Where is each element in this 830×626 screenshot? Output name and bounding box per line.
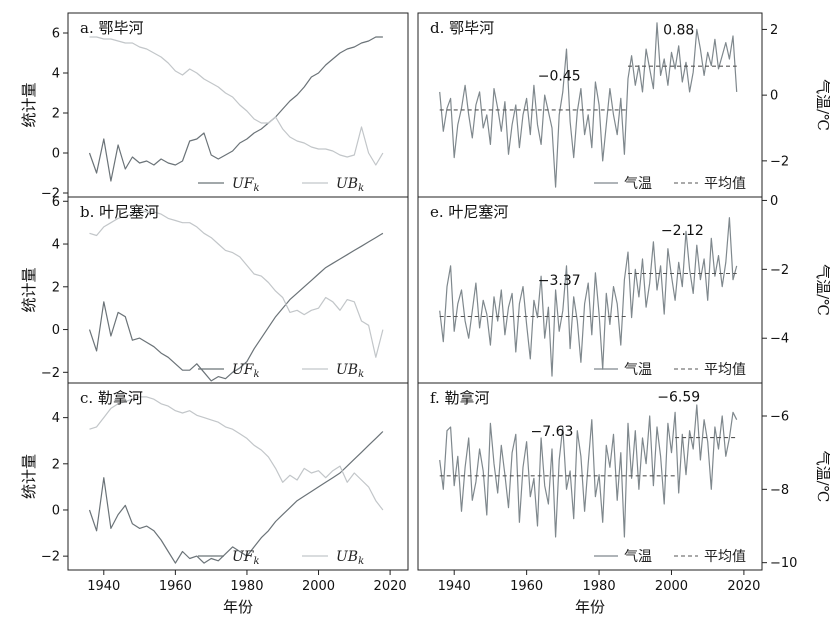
- y-tick-label: 4: [52, 67, 60, 82]
- panel-title: f. 勒拿河: [430, 389, 490, 407]
- panel-frame: [67, 12, 409, 198]
- x-tick-label: 1960: [510, 579, 543, 594]
- y-axis-label: 气温/℃: [814, 79, 830, 131]
- legend-label: 平均值: [704, 549, 746, 565]
- y-tick-label: −2: [41, 187, 60, 202]
- legend-label: 平均值: [704, 176, 746, 192]
- panel-4: −2 0 2 气温/℃ d. 鄂毕河 −0.45 0.88 气温 平均值: [417, 12, 830, 198]
- legend-label: 平均值: [704, 362, 746, 378]
- panel-frame: [417, 12, 763, 198]
- x-tick-label: 2020: [374, 579, 407, 594]
- legend-label: 气温: [624, 362, 652, 378]
- y-axis-label: 统计量: [20, 454, 38, 499]
- y-axis-label: 气温/℃: [814, 264, 830, 316]
- y-tick-label: −6: [770, 410, 789, 425]
- legend-label: UFk: [232, 549, 260, 567]
- series-line-ub: [89, 209, 384, 358]
- y-tick-label: 2: [52, 107, 60, 122]
- panel-title: b. 叶尼塞河: [80, 203, 159, 221]
- y-tick-label: 2: [770, 23, 778, 38]
- mean-annotation: −0.45: [538, 68, 581, 84]
- y-tick-label: 4: [52, 238, 60, 253]
- legend-label: 气温: [624, 549, 652, 565]
- y-tick-label: −2: [41, 550, 60, 565]
- x-tick-label: 2020: [727, 579, 760, 594]
- y-axis-label: 统计量: [20, 267, 38, 312]
- series-line-uf: [439, 22, 738, 188]
- panel-frame: [67, 382, 409, 571]
- x-tick-label: 1980: [583, 579, 616, 594]
- mean-annotation: 0.88: [663, 22, 694, 38]
- legend-label: 气温: [624, 176, 652, 192]
- y-tick-label: −4: [770, 332, 789, 347]
- y-tick-label: −2: [41, 366, 60, 381]
- panel-2: −2 0 2 4 6 统计量 b. 叶尼塞河 UFk UBk: [20, 195, 409, 384]
- x-tick-label: 1980: [230, 579, 263, 594]
- panel-3: −2 0 2 4 统计量 1940 1960 1980 2000 2020 年份 c. 勒拿河 UFk U…: [20, 382, 409, 616]
- panel-frame: [417, 196, 763, 384]
- panel-title: e. 叶尼塞河: [430, 203, 508, 221]
- y-tick-label: 6: [52, 27, 60, 42]
- y-tick-label: 2: [52, 280, 60, 295]
- legend-label: UFk: [232, 176, 260, 194]
- mean-annotation: −6.59: [657, 389, 700, 405]
- series-line-ub: [89, 36, 384, 166]
- series-line-uf: [88, 36, 383, 182]
- y-tick-label: 0: [770, 194, 778, 209]
- panel-5: 0 −2 −4 气温/℃ e. 叶尼塞河 −3.37 −2.12 气温 平均值: [417, 194, 830, 384]
- mean-annotation: −7.63: [531, 424, 574, 440]
- y-tick-label: −2: [770, 154, 789, 169]
- legend-label: UBk: [336, 362, 364, 380]
- legend-label: UFk: [232, 362, 260, 380]
- y-tick-label: 2: [52, 457, 60, 472]
- mean-annotation: −2.12: [661, 223, 704, 239]
- y-tick-label: 0: [52, 147, 60, 162]
- panel-6: −6 −8 −10 气温/℃ 1940 1960 1980 2000 2020 年份 f. 勒拿河 −…: [417, 382, 830, 616]
- y-axis-label: 统计量: [20, 82, 38, 127]
- x-tick-label: 2000: [302, 579, 335, 594]
- panel-title: d. 鄂毕河: [430, 19, 494, 37]
- x-tick-label: 1940: [438, 579, 471, 594]
- y-tick-label: 0: [770, 89, 778, 104]
- x-tick-label: 1940: [87, 579, 120, 594]
- y-tick-label: 0: [52, 503, 60, 518]
- y-tick-label: −10: [770, 556, 797, 571]
- series-line-uf: [88, 431, 384, 564]
- x-tick-label: 1960: [159, 579, 192, 594]
- y-tick-label: −8: [770, 483, 789, 498]
- legend-label: UBk: [336, 176, 364, 194]
- panel-title: c. 勒拿河: [80, 389, 143, 407]
- x-axis-label: 年份: [575, 598, 605, 616]
- x-axis-label: 年份: [223, 598, 253, 616]
- y-tick-label: 6: [52, 195, 60, 210]
- legend-label: UBk: [336, 549, 364, 567]
- x-tick-label: 2000: [655, 579, 688, 594]
- y-tick-label: −2: [770, 263, 789, 278]
- panel-1: −2 0 2 4 6 统计量 a. 鄂毕河 UFk UBk: [20, 12, 409, 202]
- series-line-uf: [439, 217, 738, 377]
- y-axis-label: 气温/℃: [814, 451, 830, 503]
- panel-frame: [417, 382, 763, 571]
- panel-frame: [67, 196, 409, 384]
- y-tick-label: 0: [52, 323, 60, 338]
- panel-title: a. 鄂毕河: [80, 19, 143, 37]
- series-line-uf: [88, 232, 384, 382]
- series-line-uf: [439, 404, 738, 538]
- series-line-ub: [89, 396, 384, 511]
- mean-annotation: −3.37: [538, 273, 581, 289]
- y-tick-label: 4: [52, 411, 60, 426]
